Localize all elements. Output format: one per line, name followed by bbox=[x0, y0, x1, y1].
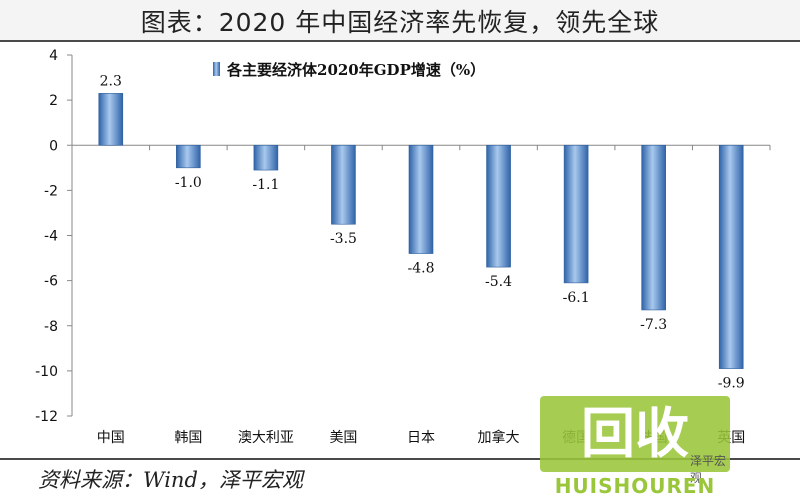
data-label: -1.0 bbox=[175, 175, 202, 191]
x-tick-label: 中国 bbox=[97, 430, 125, 446]
legend-label: 各主要经济体2020年GDP增速（%） bbox=[226, 61, 485, 79]
bar bbox=[176, 144, 201, 169]
y-tick-label: -8 bbox=[44, 319, 58, 335]
bar bbox=[486, 144, 511, 268]
figure-title: 图表：2020 年中国经济率先恢复，领先全球 bbox=[140, 8, 660, 37]
bar bbox=[641, 144, 666, 311]
bar bbox=[563, 144, 589, 284]
bottom-rule bbox=[0, 458, 800, 460]
bar bbox=[253, 144, 279, 171]
data-label: -5.4 bbox=[485, 274, 512, 290]
bar bbox=[98, 93, 124, 146]
legend: 各主要经济体2020年GDP增速（%） bbox=[213, 61, 485, 79]
y-tick-label: 0 bbox=[49, 138, 58, 154]
watermark: 回收 泽平宏观 HUISHOUREN bbox=[540, 388, 730, 500]
bars-layer bbox=[98, 93, 744, 369]
y-tick-label: -4 bbox=[44, 229, 58, 245]
data-label: -4.8 bbox=[408, 261, 435, 277]
data-label: -6.1 bbox=[563, 290, 590, 306]
y-tick-label: -10 bbox=[35, 364, 58, 380]
bar bbox=[408, 144, 434, 254]
data-label: -7.3 bbox=[640, 317, 667, 333]
y-tick-label: 2 bbox=[49, 93, 58, 109]
y-tick-label: -6 bbox=[44, 274, 58, 290]
x-tick-label: 日本 bbox=[407, 430, 435, 446]
data-label: -1.1 bbox=[252, 177, 279, 193]
data-label: -9.9 bbox=[718, 376, 745, 392]
x-tick-label: 韩国 bbox=[174, 430, 202, 446]
watermark-logo: 回收 bbox=[581, 402, 689, 465]
y-tick-label: -12 bbox=[35, 409, 58, 425]
bar bbox=[718, 144, 744, 369]
source-note: 资料来源：Wind，泽平宏观 bbox=[38, 468, 303, 492]
bar bbox=[331, 144, 356, 225]
x-tick-label: 加拿大 bbox=[478, 429, 520, 446]
y-tick-label: 4 bbox=[49, 48, 58, 64]
watermark-subtext: HUISHOUREN bbox=[554, 474, 716, 498]
watermark-box bbox=[540, 396, 730, 472]
data-label: -3.5 bbox=[330, 231, 357, 247]
x-tick-label: 澳大利亚 bbox=[238, 430, 294, 446]
y-tick-label: -2 bbox=[44, 183, 58, 199]
legend-swatch bbox=[213, 62, 220, 76]
watermark-account: 泽平宏观 bbox=[690, 454, 727, 485]
x-tick-label: 美国 bbox=[329, 430, 357, 446]
title-band: 图表：2020 年中国经济率先恢复，领先全球 bbox=[0, 0, 800, 42]
data-label: 2.3 bbox=[100, 73, 122, 89]
